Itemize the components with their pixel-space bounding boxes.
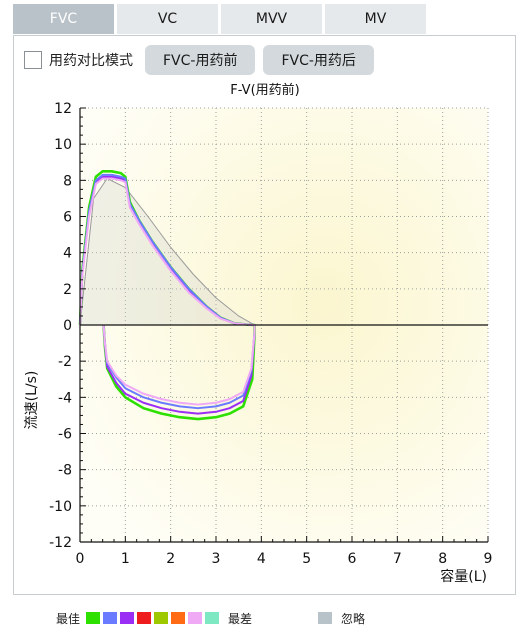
legend-swatch-5 (154, 612, 169, 624)
axes (79, 107, 489, 543)
y-tick-label: -4 (58, 390, 72, 406)
tab-vc[interactable]: VC (117, 4, 218, 34)
y-tick-label: 12 (54, 101, 72, 117)
legend-ignore-label: 忽略 (341, 611, 366, 626)
x-tick-label: 5 (302, 551, 311, 567)
y-tick-label: -10 (49, 499, 72, 515)
fvc-pre-button[interactable]: FVC-用药前 (145, 45, 256, 75)
y-tick-label: -8 (58, 463, 72, 479)
legend-swatch-7 (188, 612, 203, 624)
y-axis-label: 流速(L/s) (24, 371, 40, 430)
legend-worst-label: 最差 (228, 611, 253, 626)
y-tick-label: -6 (58, 427, 72, 443)
tab-mvv[interactable]: MVV (221, 4, 322, 34)
y-tick-label: 0 (63, 318, 72, 334)
compare-mode-label[interactable]: 用药对比模式 (49, 53, 133, 69)
x-tick-label: 7 (393, 551, 402, 567)
fvc-post-button[interactable]: FVC-用药后 (263, 45, 374, 75)
legend-swatch-3 (120, 612, 135, 624)
x-tick-label: 4 (257, 551, 266, 567)
x-tick-label: 8 (438, 551, 447, 567)
legend: 最佳 最差 忽略 (50, 610, 371, 626)
legend-swatch-2 (103, 612, 118, 624)
series-group (78, 169, 256, 421)
tab-bar: FVC VC MVV MV (13, 4, 429, 34)
predicted-line (79, 177, 255, 326)
predicted-area (80, 178, 255, 325)
x-tick-label: 3 (212, 551, 221, 567)
x-tick-label: 0 (76, 551, 85, 567)
x-tick-label: 1 (121, 551, 130, 567)
legend-swatch-ignore (318, 612, 333, 624)
y-tick-label: 8 (63, 173, 72, 189)
tab-mv[interactable]: MV (325, 4, 426, 34)
y-tick-label: 2 (63, 282, 72, 298)
y-tick-label: -2 (58, 354, 72, 370)
x-axis-label: 容量(L) (440, 568, 487, 585)
toolbar: 用药对比模式 FVC-用药前 FVC-用药后 (24, 44, 382, 76)
tab-fvc[interactable]: FVC (13, 4, 114, 34)
y-tick-label: -12 (49, 535, 72, 551)
predicted-curve (79, 177, 255, 326)
y-tick-label: 4 (63, 246, 72, 262)
legend-swatch-1 (86, 612, 101, 624)
legend-swatch-8 (205, 612, 220, 624)
series-line-4 (79, 177, 256, 406)
y-tick-label: 6 (63, 210, 72, 226)
chart-title: F-V(用药前) (230, 82, 299, 98)
legend-best-label: 最佳 (56, 611, 81, 626)
x-tick-label: 2 (166, 551, 175, 567)
x-tick-label: 9 (484, 551, 493, 567)
y-tick-label: 10 (54, 137, 72, 153)
compare-mode-checkbox[interactable] (24, 51, 42, 69)
legend-swatch-6 (171, 612, 186, 624)
legend-swatch-4 (137, 612, 152, 624)
x-tick-label: 6 (348, 551, 357, 567)
